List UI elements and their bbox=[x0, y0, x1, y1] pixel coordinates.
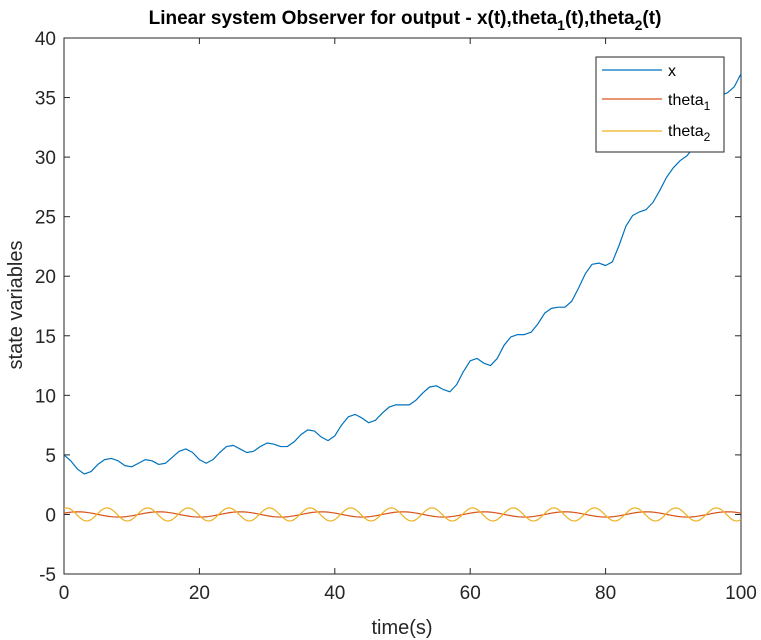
series-line-theta1 bbox=[63, 511, 742, 518]
y-tick-label: 20 bbox=[35, 267, 56, 288]
series-line-theta2 bbox=[63, 507, 742, 522]
y-tick-label: 30 bbox=[35, 148, 56, 169]
y-tick-label: 25 bbox=[35, 208, 56, 229]
legend-label-x: x bbox=[668, 63, 676, 80]
chart-title: Linear system Observer for output - x(t)… bbox=[149, 8, 662, 33]
y-axis-label: state variables bbox=[5, 241, 27, 370]
y-axis-ticks: -5 0 5 10 15 20 25 30 35 40 bbox=[35, 29, 741, 586]
x-tick-label: 20 bbox=[189, 583, 210, 604]
x-tick-label: 80 bbox=[595, 583, 616, 604]
y-tick-label: 15 bbox=[35, 327, 56, 348]
legend-label-theta1: theta1 bbox=[668, 92, 711, 113]
y-tick-label: 10 bbox=[35, 386, 56, 407]
legend: x theta1 theta2 bbox=[595, 56, 725, 153]
series-line-x bbox=[63, 73, 742, 475]
y-tick-label: 5 bbox=[45, 446, 56, 467]
y-tick-label: 40 bbox=[35, 29, 56, 50]
series-group bbox=[63, 73, 742, 522]
y-tick-label: -5 bbox=[39, 565, 56, 586]
y-tick-label: 0 bbox=[45, 505, 56, 526]
legend-label-theta2: theta2 bbox=[668, 123, 711, 144]
x-axis-label: time(s) bbox=[371, 617, 432, 639]
legend-box bbox=[595, 56, 725, 153]
x-tick-label: 40 bbox=[324, 583, 345, 604]
x-tick-label: 60 bbox=[460, 583, 481, 604]
x-axis-ticks: 0 20 40 60 80 100 bbox=[59, 38, 757, 604]
y-tick-label: 35 bbox=[35, 89, 56, 110]
x-tick-label: 0 bbox=[59, 583, 70, 604]
x-tick-label: 100 bbox=[725, 583, 757, 604]
